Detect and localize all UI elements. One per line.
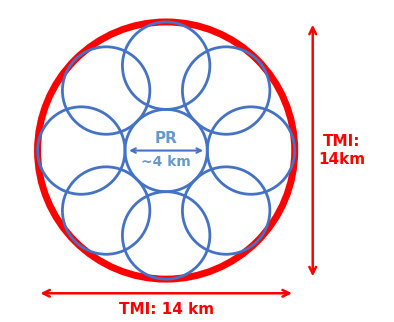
Text: ~4 km: ~4 km xyxy=(141,155,191,169)
Text: TMI:
14km: TMI: 14km xyxy=(318,134,365,167)
Text: PR: PR xyxy=(155,131,178,147)
Text: TMI: 14 km: TMI: 14 km xyxy=(119,302,214,317)
